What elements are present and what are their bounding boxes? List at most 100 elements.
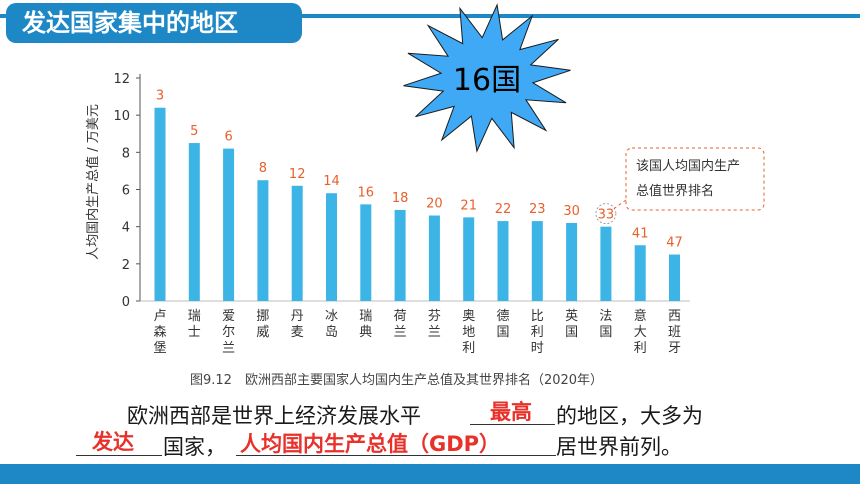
y-axis-label: 人均国内生产总值 / 万美元: [85, 104, 101, 260]
rank-label: 21: [460, 198, 477, 213]
y-tick-label: 12: [113, 72, 130, 87]
bar: [291, 185, 303, 301]
answer-1: 最高: [490, 400, 532, 424]
rank-label: 3: [156, 89, 164, 104]
rank-label: 30: [563, 204, 580, 219]
bar: [531, 221, 543, 301]
category-label: 国: [565, 325, 578, 340]
bar: [669, 254, 680, 301]
category-label: 西: [668, 309, 681, 324]
callout-box: [625, 147, 765, 211]
category-label: 牙: [668, 341, 681, 356]
top-bar-line: [0, 14, 860, 18]
bar: [634, 245, 646, 301]
category-label: 士: [188, 325, 201, 340]
category-label: 丹: [291, 309, 304, 324]
category-label: 国: [496, 325, 509, 340]
bar: [154, 107, 166, 301]
y-tick-label: 6: [122, 184, 130, 199]
category-label: 瑞: [359, 309, 372, 324]
rank-label: 33: [598, 208, 615, 223]
rank-label: 16: [358, 185, 375, 200]
category-label: 瑞: [188, 309, 201, 324]
answer-2: 发达: [92, 430, 134, 454]
category-label: 利: [462, 341, 475, 356]
bar: [566, 222, 578, 301]
rank-circle-highlight: [595, 203, 617, 225]
callout-connector: [613, 199, 627, 210]
category-label: 兰: [222, 341, 235, 356]
category-label: 岛: [325, 324, 338, 340]
rank-label: 18: [392, 191, 409, 206]
y-tick-label: 4: [122, 221, 130, 236]
category-label: 森: [153, 325, 166, 340]
category-label: 尔: [222, 325, 235, 340]
top-bar: [0, 0, 860, 40]
category-label: 冰: [325, 309, 338, 324]
category-label: 意: [634, 308, 647, 324]
category-label: 德: [496, 309, 509, 324]
rank-label: 12: [289, 167, 306, 182]
rank-label: 5: [190, 124, 198, 139]
category-label: 荷: [394, 309, 407, 324]
category-label: 堡: [153, 340, 166, 356]
figure-caption: 图9.12 欧洲西部主要国家人均国内生产总值及其世界排名（2020年）: [190, 372, 603, 388]
rank-label: 47: [666, 236, 683, 251]
sentence-line1-end: 的地区，大多为: [556, 404, 703, 428]
bar: [360, 204, 372, 301]
category-label: 爱: [222, 309, 235, 324]
rank-label: 20: [426, 197, 443, 212]
bar: [188, 143, 200, 301]
sentence-line1-start: 欧洲西部是世界上经济发展水平: [127, 404, 421, 428]
bar: [600, 226, 612, 301]
rank-label: 41: [632, 226, 649, 241]
rank-label: 14: [323, 174, 340, 189]
callout-text-line1: 该国人均国内生产: [636, 158, 740, 174]
category-label: 典: [359, 325, 372, 340]
bar: [257, 180, 269, 301]
category-label: 法: [599, 309, 612, 324]
category-label: 麦: [291, 325, 304, 340]
blank-2: [76, 455, 162, 456]
category-label: 地: [462, 325, 475, 340]
rank-label: 22: [495, 202, 512, 217]
rank-label: 6: [224, 130, 232, 145]
answer-3: 人均国内生产总值（GDP）: [240, 432, 501, 456]
category-label: 利: [634, 341, 647, 356]
category-label: 兰: [428, 325, 441, 340]
bar: [223, 148, 235, 301]
category-label: 卢: [153, 308, 166, 324]
sentence-line2-mid: 国家，: [163, 435, 226, 459]
y-tick-label: 10: [113, 109, 130, 124]
rank-label: 23: [529, 202, 546, 217]
rank-label: 8: [259, 161, 267, 176]
category-label: 威: [256, 325, 269, 340]
y-tick-label: 0: [122, 295, 130, 310]
starburst-label: 16国: [453, 63, 521, 98]
category-label: 利: [531, 325, 544, 340]
bottom-bar: [0, 464, 860, 484]
sentence-line2-end: 居世界前列。: [556, 435, 682, 459]
category-label: 比: [531, 309, 544, 324]
y-tick-label: 2: [122, 258, 130, 273]
y-tick-label: 8: [122, 146, 130, 161]
category-label: 兰: [394, 325, 407, 340]
category-label: 班: [668, 325, 681, 340]
starburst-shape: [403, 3, 571, 153]
bar: [326, 193, 337, 301]
bar: [394, 209, 406, 301]
bar: [497, 221, 509, 301]
category-label: 英: [565, 309, 578, 324]
blank-1: [470, 424, 555, 425]
bar: [463, 217, 475, 301]
category-label: 奥: [462, 309, 475, 324]
bar: [428, 215, 440, 301]
category-label: 芬: [428, 309, 441, 324]
blank-3: [236, 455, 556, 456]
category-label: 大: [634, 325, 647, 340]
page-title: 发达国家集中的地区: [6, 3, 302, 43]
category-label: 时: [531, 341, 544, 356]
category-label: 国: [599, 325, 612, 340]
callout-text-line2: 总值世界排名: [636, 183, 714, 199]
